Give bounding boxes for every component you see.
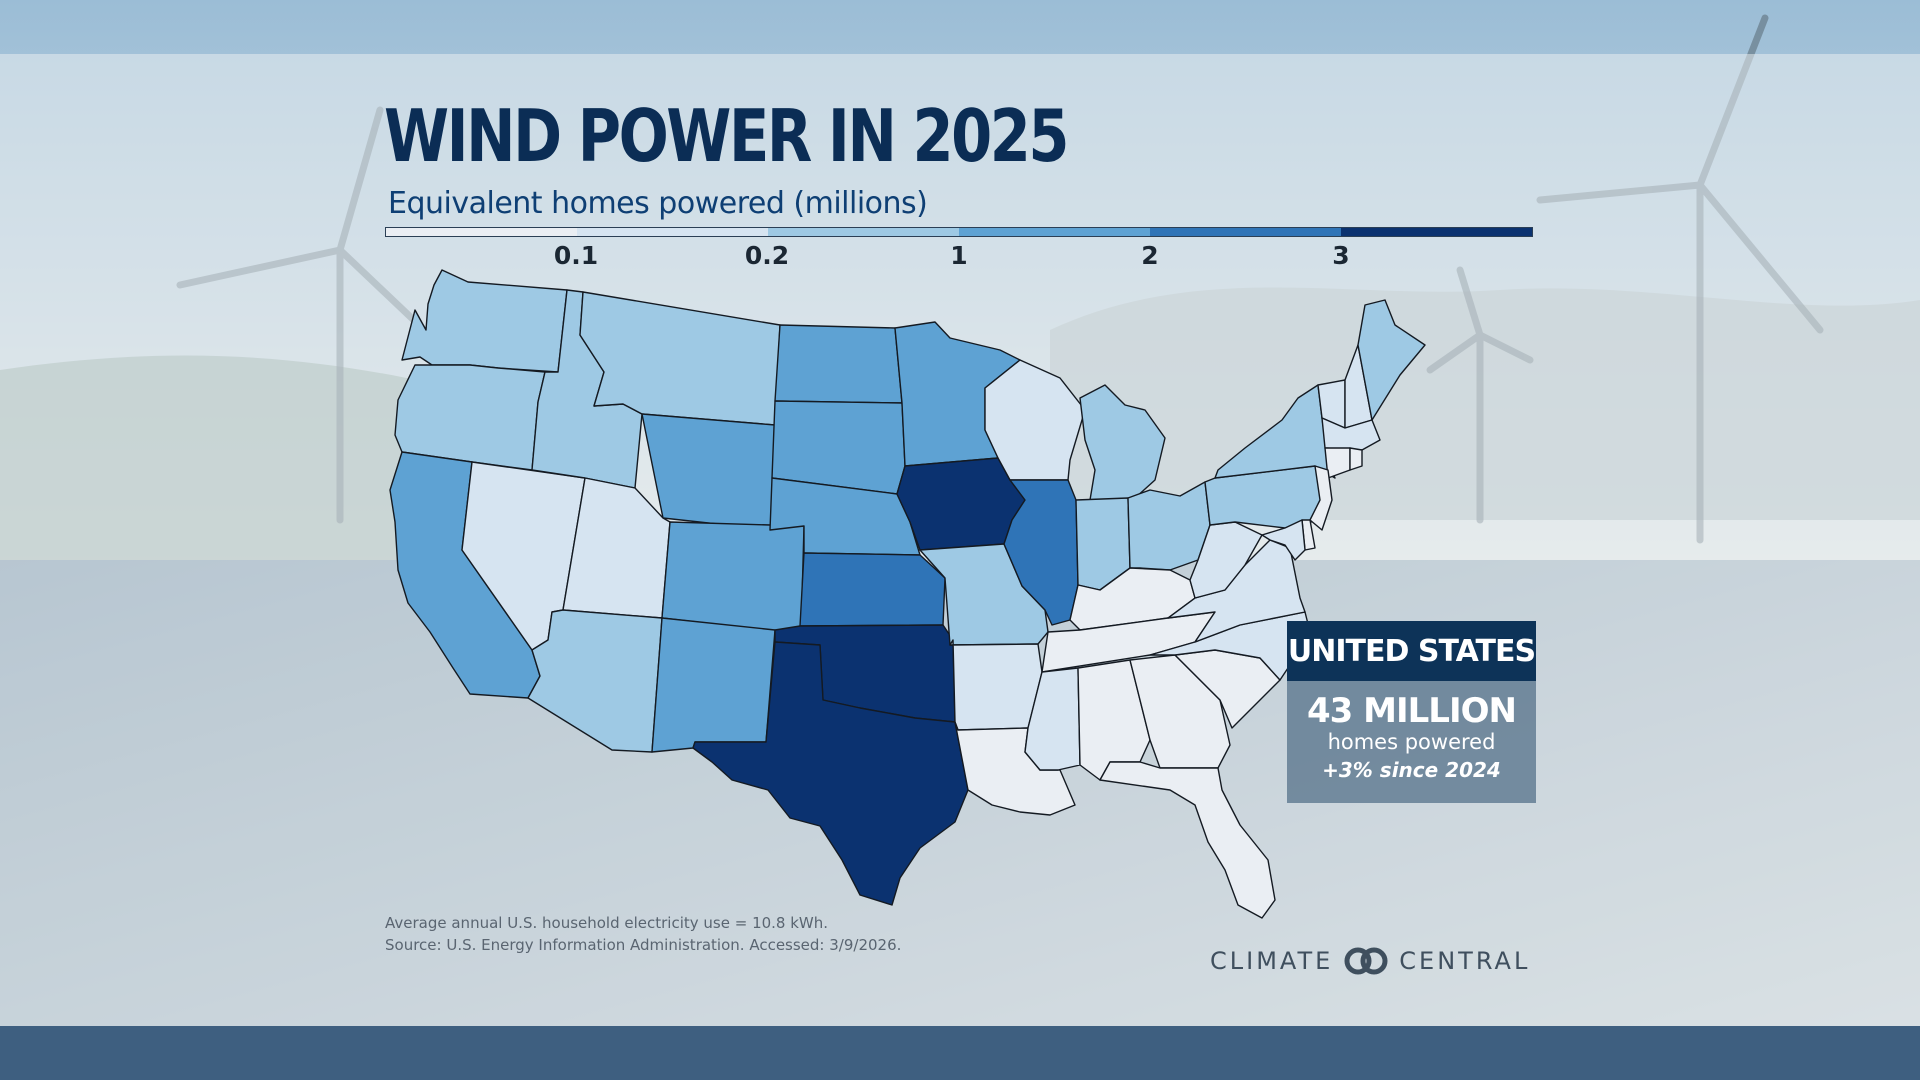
note-line-1: Average annual U.S. household electricit… [385, 914, 829, 932]
state-nd [774, 324, 903, 404]
state-nj [1309, 465, 1333, 531]
state-ny [1214, 384, 1336, 479]
state-me [1357, 299, 1426, 421]
legend-tick-3: 2 [1141, 241, 1159, 270]
legend-tick-2: 1 [950, 241, 968, 270]
state-wa [401, 269, 568, 373]
climate-central-logo: CLIMATE CENTRAL [1210, 943, 1536, 979]
state-il [1003, 479, 1079, 626]
state-mi [1079, 384, 1166, 501]
state-md [1261, 519, 1306, 561]
legend-swatch-3 [959, 228, 1150, 236]
legend-title: Equivalent homes powered (millions) [388, 186, 928, 221]
state-ri [1349, 447, 1363, 471]
legend-swatch-5 [1341, 228, 1532, 236]
state-mt [579, 291, 781, 426]
legend-tick-4: 3 [1332, 241, 1350, 270]
legend-swatch-1 [577, 228, 768, 236]
state-co [661, 521, 805, 635]
logo-text-left: CLIMATE [1210, 947, 1334, 975]
legend-swatch-4 [1150, 228, 1341, 236]
legend-tick-1: 0.2 [744, 241, 790, 270]
source-note: Average annual U.S. household electricit… [385, 912, 901, 956]
state-ar [949, 639, 1043, 731]
logo-rings-icon [1344, 947, 1388, 975]
state-wy [641, 413, 776, 531]
summary-unit: homes powered [1327, 730, 1496, 755]
us-summary-card: UNITED STATES 43 MILLION homes powered +… [1287, 621, 1536, 803]
state-oh [1127, 481, 1211, 571]
summary-heading: UNITED STATES [1287, 621, 1536, 681]
summary-change: +3% since 2024 [1322, 757, 1501, 782]
state-ks [799, 552, 946, 627]
note-line-2: Source: U.S. Energy Information Administ… [385, 936, 902, 954]
state-tx [692, 641, 969, 906]
legend-tick-labels: 0.1 0.2 1 2 3 [385, 241, 1533, 271]
summary-body: 43 MILLION homes powered +3% since 2024 [1287, 681, 1536, 803]
logo-text-right: CENTRAL [1399, 947, 1531, 975]
legend-swatch-2 [768, 228, 959, 236]
state-wi [984, 359, 1086, 481]
state-fl [1099, 761, 1276, 919]
legend-tick-0: 0.1 [553, 241, 599, 270]
state-nm [651, 617, 776, 753]
page-title: WIND POWER IN 2025 [384, 94, 1069, 178]
legend-swatch-0 [386, 228, 577, 236]
summary-value: 43 MILLION [1307, 691, 1517, 731]
legend-color-scale [385, 227, 1533, 237]
